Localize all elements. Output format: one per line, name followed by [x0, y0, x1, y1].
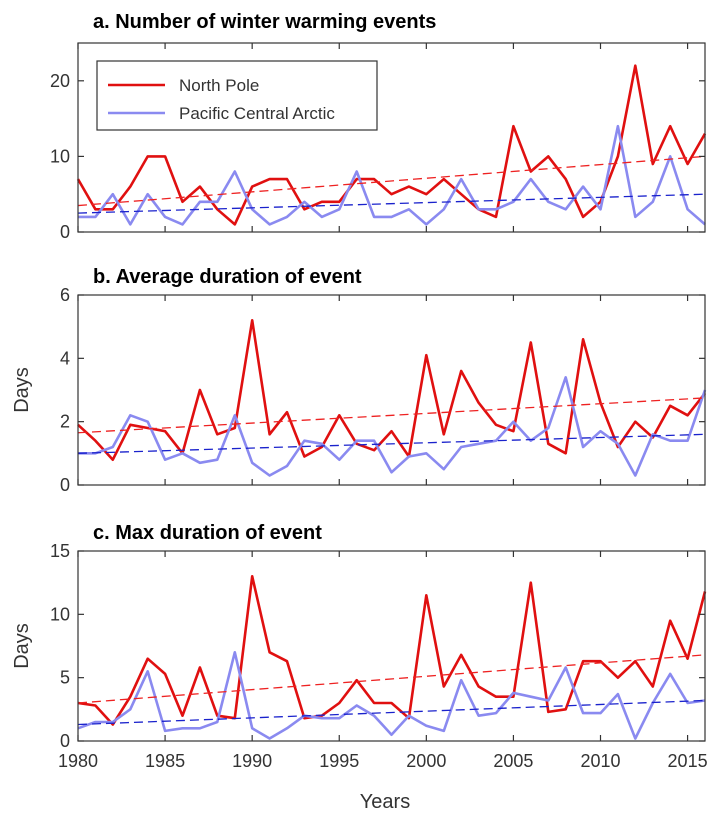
trend-line-pacific-central-arctic: [77, 699, 706, 726]
x-tick-label: 1995: [319, 751, 359, 771]
panel-title: b. Average duration of event: [93, 266, 362, 288]
series-line-north-pole: [76, 64, 707, 226]
panel-c: c. Max duration of event Days 0 5 10 15 1980 19…: [11, 522, 708, 771]
series-line-pacific-central-arctic: [78, 375, 707, 477]
legend-label-pacific-central-arctic: Pacific Central Arctic: [179, 104, 335, 123]
x-tick-label: 1980: [58, 751, 98, 771]
series-line-pacific-central-arctic: [77, 650, 706, 740]
panel-title: c. Max duration of event: [93, 522, 322, 544]
panel-b: b. Average duration of event Days 0 2 4 6: [11, 266, 707, 495]
y-tick-label: 0: [60, 731, 70, 751]
trend-line-pacific-central-arctic: [77, 433, 706, 454]
trend-line-north-pole: [77, 654, 706, 704]
x-axis-label: Years: [360, 791, 410, 813]
x-tick-label: 2000: [406, 751, 446, 771]
y-tick-label: 5: [60, 668, 70, 688]
y-axis-label: Days: [11, 367, 33, 413]
y-tick-label: 0: [60, 475, 70, 495]
y-tick-label: 2: [60, 412, 70, 432]
y-tick-label: 4: [60, 348, 70, 368]
y-tick-label: 0: [60, 222, 70, 242]
y-tick-label: 6: [60, 285, 70, 305]
legend-box: [96, 60, 378, 131]
trend-line-pacific-central-arctic: [77, 193, 706, 214]
plot-frame: [77, 294, 706, 486]
trend-line-north-pole: [77, 155, 706, 207]
series-line-north-pole: [77, 574, 707, 726]
y-tick-label: 20: [50, 71, 70, 91]
y-tick-label: 15: [50, 541, 70, 561]
panel-title: a. Number of winter warming events: [93, 11, 436, 33]
x-tick-label: 2015: [668, 751, 708, 771]
legend: North Pole Pacific Central Arctic: [96, 60, 378, 131]
series-line-pacific-central-arctic: [78, 124, 706, 226]
trend-line-north-pole: [77, 397, 706, 434]
x-tick-label: 1990: [232, 751, 272, 771]
y-axis-label: Days: [11, 623, 33, 669]
y-tick-label: 10: [50, 146, 70, 166]
y-tick-label: 10: [50, 604, 70, 624]
panel-a: a. Number of winter warming events 0 10 20 N…: [50, 11, 707, 242]
x-tick-label: 2005: [493, 751, 533, 771]
x-tick-label: 2010: [580, 751, 620, 771]
plot-frame: [77, 42, 706, 233]
legend-label-north-pole: North Pole: [179, 76, 259, 95]
x-tick-label: 1985: [145, 751, 185, 771]
plot-frame: [77, 550, 706, 742]
